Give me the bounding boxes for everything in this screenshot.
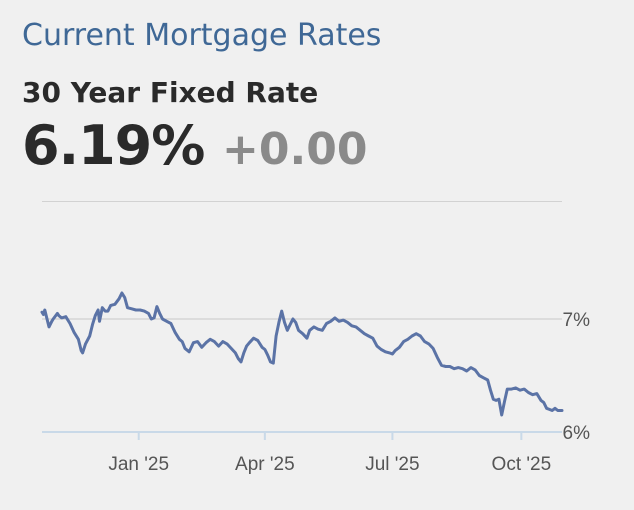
rate-change: +0.00	[222, 124, 368, 175]
y-tick-label: 7%	[563, 310, 591, 331]
series-lines	[40, 291, 564, 417]
series-line	[40, 291, 564, 417]
y-tick-label: 6%	[563, 423, 591, 444]
product-name: 30 Year Fixed Rate	[22, 76, 319, 109]
divider	[42, 201, 562, 202]
x-tick-label: Jul '25	[365, 454, 419, 475]
x-tick-label: Oct '25	[492, 454, 552, 475]
x-tick-label: Jan '25	[108, 454, 169, 475]
x-tick-labels: Jan '25 Apr '25 Jul '25 Oct '25	[108, 454, 551, 475]
y-tick-labels: 7% 6%	[563, 310, 591, 444]
x-axis	[42, 431, 562, 440]
x-tick-label: Apr '25	[235, 454, 295, 475]
page-title: Current Mortgage Rates	[22, 18, 382, 53]
rate-value: 6.19%	[22, 114, 205, 177]
